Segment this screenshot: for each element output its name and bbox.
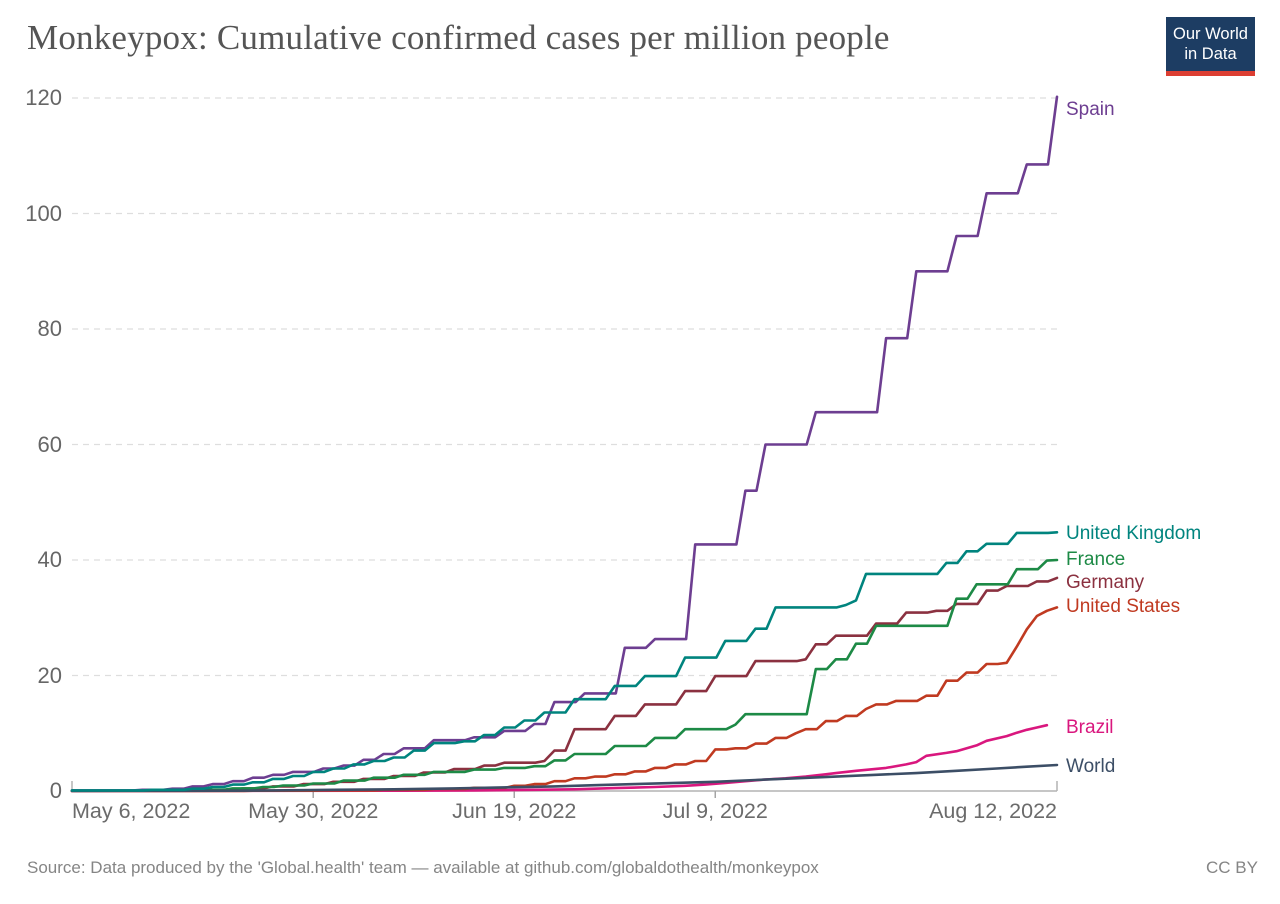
series-label-united-states[interactable]: United States [1066,596,1181,618]
y-axis-tick-label: 0 [49,778,62,803]
x-axis-tick-label: May 6, 2022 [72,799,191,823]
series-line-brazil[interactable] [70,723,1049,793]
owid-logo-line2: in Data [1184,45,1237,63]
series-label-spain[interactable]: Spain [1066,98,1115,120]
x-axis-tick-label: Aug 12, 2022 [929,799,1057,823]
series-line-spain[interactable] [70,95,1059,792]
license-badge: CC BY [1206,858,1258,877]
series-label-world[interactable]: World [1066,756,1116,777]
x-axis-tick-label: Jul 9, 2022 [662,799,768,823]
series-line-france[interactable] [70,558,1059,792]
owid-logo: Our World in Data [1166,17,1255,76]
y-axis-tick-label: 80 [37,316,62,341]
series-label-france[interactable]: France [1066,549,1126,570]
series-label-germany[interactable]: Germany [1066,571,1145,593]
series-label-brazil[interactable]: Brazil [1066,717,1114,739]
series-label-united-kingdom[interactable]: United Kingdom [1066,523,1202,545]
series-line-united-kingdom[interactable] [70,531,1059,792]
series-line-germany[interactable] [70,576,1059,792]
y-axis-tick-label: 100 [25,200,62,226]
source-note: Source: Data produced by the 'Global.hea… [27,858,819,877]
y-axis-tick-label: 40 [37,547,62,572]
plot-area[interactable] [0,0,1280,850]
x-axis-tick-label: May 30, 2022 [248,799,379,823]
y-axis-tick-label: 20 [37,662,62,688]
chart-title: Monkeypox: Cumulative confirmed cases pe… [27,18,890,57]
x-axis-tick-label: Jun 19, 2022 [452,799,577,823]
owid-logo-line1: Our World [1173,25,1248,43]
y-axis-tick-label: 60 [37,431,62,457]
y-axis-tick-label: 120 [25,85,62,110]
series-line-world[interactable] [70,763,1059,793]
